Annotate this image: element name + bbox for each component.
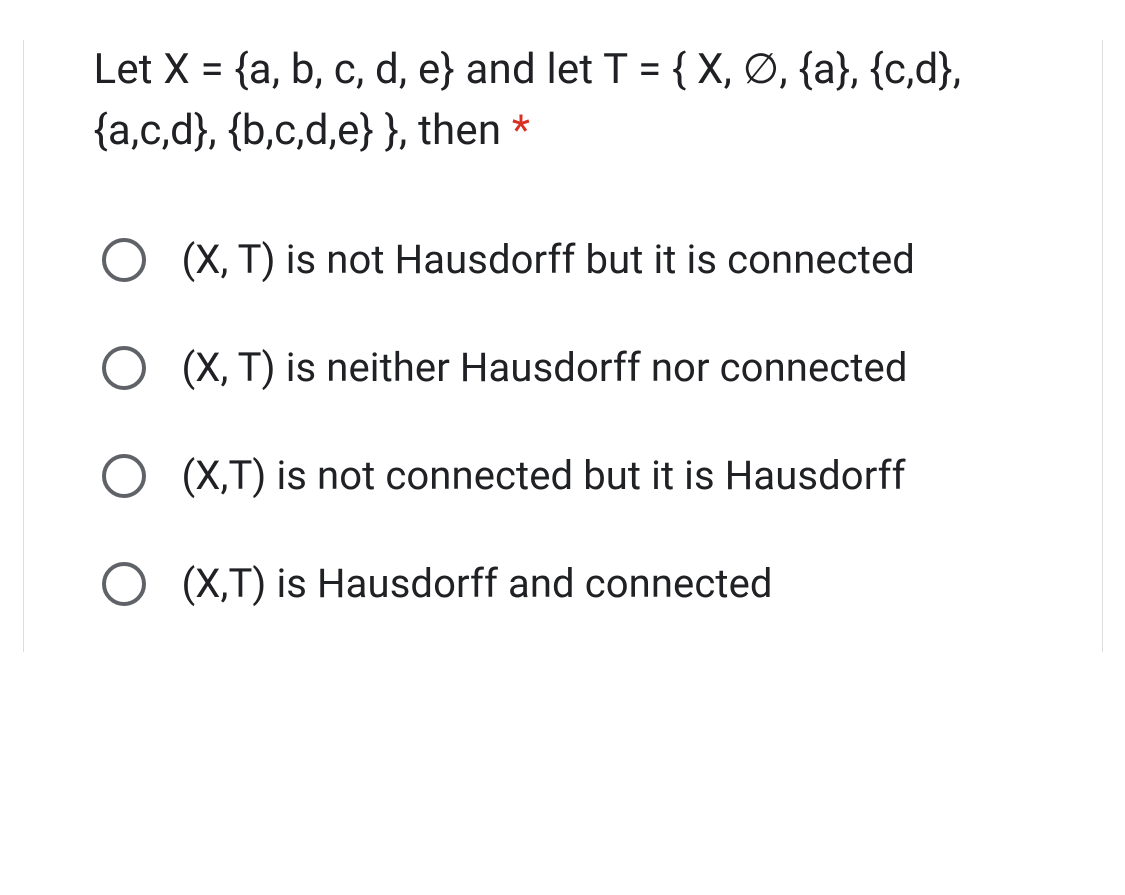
required-mark: *	[512, 106, 530, 155]
option-label: (X,T) is not connected but it is Hausdor…	[182, 448, 906, 504]
question-card: Let X = {a, b, c, d, e} and let T = { X,…	[23, 40, 1103, 652]
option-label: (X, T) is neither Hausdorff nor connecte…	[182, 340, 908, 396]
radio-icon	[102, 454, 146, 498]
options-group: (X, T) is not Hausdorff but it is connec…	[94, 232, 1047, 612]
radio-icon	[102, 346, 146, 390]
option-label: (X,T) is Hausdorff and connected	[182, 556, 773, 612]
option-4[interactable]: (X,T) is Hausdorff and connected	[102, 556, 1047, 612]
radio-icon	[102, 238, 146, 282]
option-2[interactable]: (X, T) is neither Hausdorff nor connecte…	[102, 340, 1047, 396]
option-1[interactable]: (X, T) is not Hausdorff but it is connec…	[102, 232, 1047, 288]
option-label: (X, T) is not Hausdorff but it is connec…	[182, 232, 915, 288]
radio-icon	[102, 562, 146, 606]
option-3[interactable]: (X,T) is not connected but it is Hausdor…	[102, 448, 1047, 504]
question-text: Let X = {a, b, c, d, e} and let T = { X,…	[94, 40, 1047, 162]
